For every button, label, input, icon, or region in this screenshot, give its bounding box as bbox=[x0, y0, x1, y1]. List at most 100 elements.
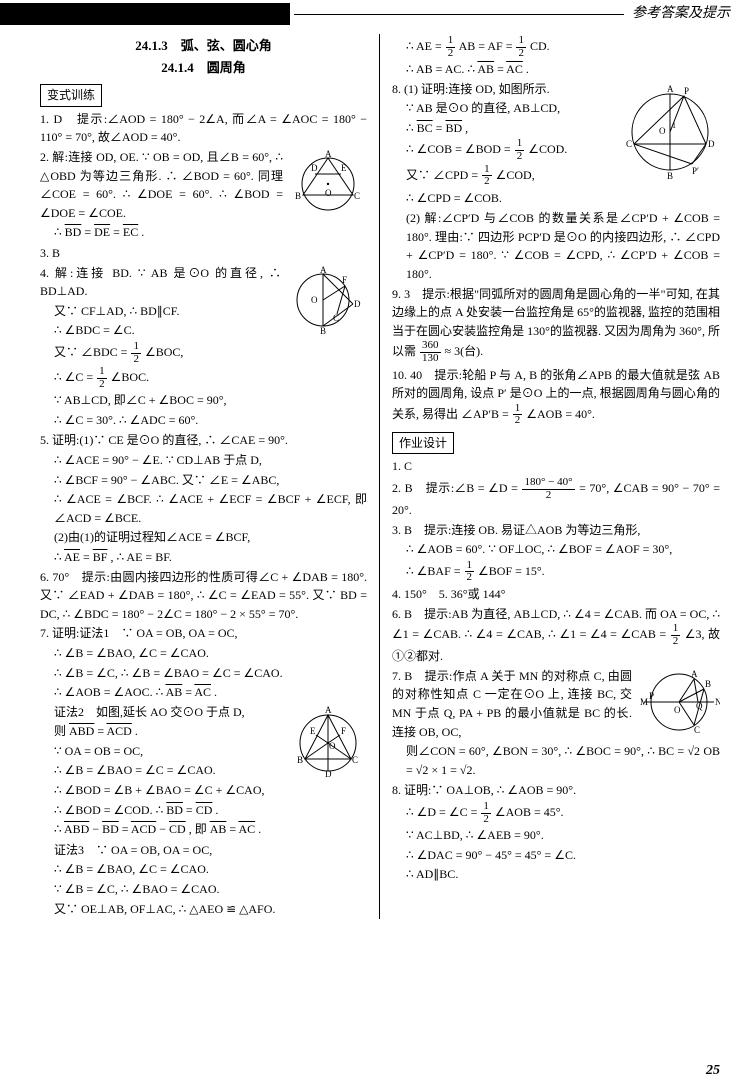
r9-post: ≈ 3(台). bbox=[445, 344, 484, 358]
q7k-m3: − bbox=[159, 822, 169, 836]
frac-half-r8d: 12 bbox=[515, 138, 525, 162]
r9: 9. 3 提示:根据"同弧所对的圆周角是圆心角的一半"可知, 在其边缘上的点 A… bbox=[392, 285, 720, 365]
frac-half-z8: 12 bbox=[481, 801, 491, 825]
q7k-m1: − bbox=[92, 822, 102, 836]
q7j: ∴ ∠BOD = ∠COD. ∴ BD = CD . bbox=[40, 801, 367, 820]
r1: ∴ AE = 12 AB = AF = 12 CD. bbox=[392, 35, 720, 59]
z2-pre: 2. B 提示:∠B = ∠D = bbox=[392, 481, 521, 495]
z8c: ∵ AC⊥BD, ∴ ∠AEB = 90°. bbox=[392, 826, 720, 845]
q7j-pre: ∴ ∠BOD = ∠COD. ∴ bbox=[54, 803, 166, 817]
r8d-post: ∠COD. bbox=[528, 142, 567, 156]
q7f: 则 ABD = ACD . bbox=[40, 722, 367, 741]
section-title-2: 24.1.4 圆周角 bbox=[40, 58, 367, 78]
q4e-pre: ∴ ∠C = bbox=[54, 370, 96, 384]
arc-de: DE bbox=[94, 225, 110, 239]
r8d-pre: ∴ ∠COB = ∠BOD = bbox=[406, 142, 514, 156]
r2-pre: ∴ AB = AC. ∴ bbox=[406, 62, 477, 76]
q7k-m2: = bbox=[122, 822, 131, 836]
frac-half-1: 12 bbox=[131, 341, 141, 365]
arc-bd-r: BD bbox=[445, 121, 462, 135]
q2b-end: . bbox=[141, 225, 144, 239]
arc-bd-2: BD bbox=[166, 803, 183, 817]
q5d: ∴ ∠ACE = ∠BCF. ∴ ∠ACE + ∠ECF = ∠BCF + ∠E… bbox=[40, 490, 367, 527]
q3: 3. B bbox=[40, 244, 367, 263]
q7k-pre: ∴ bbox=[54, 822, 64, 836]
q7h: ∴ ∠B = ∠BAO = ∠C = ∠CAO. bbox=[40, 761, 367, 780]
q7b: ∴ ∠B = ∠BAO, ∠C = ∠CAO. bbox=[40, 644, 367, 663]
q4g: ∴ ∠C = 30°. ∴ ∠ADC = 60°. bbox=[40, 411, 367, 430]
q7a: 7. 证明:证法1 ∵ OA = OB, OA = OC, bbox=[40, 624, 367, 643]
arc-bd: BD bbox=[65, 225, 82, 239]
q7k-m4: , 即 bbox=[189, 822, 207, 836]
q4d-pre: 又∵ ∠BDC = bbox=[54, 345, 130, 359]
frac-half-r8e: 12 bbox=[482, 164, 492, 188]
z3c: ∴ ∠BAF = 12 ∠BOF = 15°. bbox=[392, 560, 720, 584]
arc-bf: BF bbox=[93, 550, 108, 564]
arc-ac-2: AC bbox=[238, 822, 255, 836]
q5b: ∴ ∠ACE = 90° − ∠E. ∵ CD⊥AB 于点 D, bbox=[40, 451, 367, 470]
r8c-mid: = bbox=[436, 121, 446, 135]
frac-half-z3: 12 bbox=[465, 560, 475, 584]
q5f-mid: = bbox=[83, 550, 93, 564]
q7m: ∴ ∠B = ∠BAO, ∠C = ∠CAO. bbox=[40, 860, 367, 879]
q7f-end: . bbox=[135, 724, 138, 738]
frac-half-r1a: 12 bbox=[446, 35, 456, 59]
q7n: ∵ ∠B = ∠C, ∴ ∠BAO = ∠CAO. bbox=[40, 880, 367, 899]
q4d: 又∵ ∠BDC = 12 ∠BOC, bbox=[40, 341, 367, 365]
section-title-1: 24.1.3 弧、弦、圆心角 bbox=[40, 36, 367, 56]
z3b: ∴ ∠AOB = 60°. ∵ OF⊥OC, ∴ ∠BOF = ∠AOF = 3… bbox=[392, 540, 720, 559]
z7a: 7. B 提示:作点 A 关于 MN 的对称点 C, 由圆的对称性知点 C 一定… bbox=[392, 667, 720, 741]
q7d: ∴ ∠AOB = ∠AOC. ∴ AB = AC . bbox=[40, 683, 367, 702]
q4e: ∴ ∠C = 12 ∠BOC. bbox=[40, 366, 367, 390]
frac-z2: 180° − 40°2 bbox=[522, 477, 574, 501]
q6: 6. 70° 提示:由圆内接四边形的性质可得∠C + ∠DAB = 180°. … bbox=[40, 568, 367, 624]
q7j-end: . bbox=[215, 803, 218, 817]
r2-end: . bbox=[526, 62, 529, 76]
r8g: (2) 解:∠CP′D 与∠COB 的数量关系是∠CP′D + ∠COB = 1… bbox=[392, 209, 720, 283]
q7i: ∴ ∠BOD = ∠B + ∠BAO = ∠C + ∠CAO, bbox=[40, 781, 367, 800]
q7j-mid: = bbox=[186, 803, 196, 817]
r8e-pre: 又∵ ∠CPD = bbox=[406, 167, 481, 181]
arc-abd-1: ABD bbox=[69, 724, 94, 738]
q2a: 2. 解:连接 OD, OE. ∵ OB = OD, 且∠B = 60°, ∴ … bbox=[40, 148, 367, 222]
z7b: 则∠CON = 60°, ∠BON = 30°, ∴ ∠BOC = 90°, ∴… bbox=[392, 742, 720, 779]
r1-mid: AB = AF = bbox=[459, 39, 516, 53]
r1-pre: ∴ AE = bbox=[406, 39, 445, 53]
arc-ab-2: AB bbox=[210, 822, 227, 836]
arc-abd-2: ABD bbox=[64, 822, 89, 836]
q5f: ∴ AE = BF , ∴ AE = BF. bbox=[40, 548, 367, 567]
arc-cd-3: CD bbox=[169, 822, 186, 836]
q2b-m2: = bbox=[113, 225, 123, 239]
q7d-pre: ∴ ∠AOB = ∠AOC. ∴ bbox=[54, 685, 166, 699]
q7g: ∵ OA = OB = OC, bbox=[40, 742, 367, 761]
q7k-end: . bbox=[258, 822, 261, 836]
q1: 1. D 提示:∠AOD = 180° − 2∠A, 而∠A = ∠AOC = … bbox=[40, 110, 367, 147]
header-black-block bbox=[0, 3, 290, 25]
frac-360-130: 360130 bbox=[420, 340, 441, 364]
r10: 10. 40 提示:轮船 P 与 A, B 的张角∠APB 的最大值就是弦 AB… bbox=[392, 366, 720, 427]
q4a: 4. 解:连接 BD. ∵ AB 是⊙O 的直径, ∴ BD⊥AD. bbox=[40, 264, 367, 301]
q4c: ∴ ∠BDC = ∠C. bbox=[40, 321, 367, 340]
r8f: ∴ ∠CPD = ∠COB. bbox=[392, 189, 720, 208]
r1-post: CD. bbox=[530, 39, 550, 53]
content-columns: 24.1.3 弧、弦、圆心角 24.1.4 圆周角 变式训练 1. D 提示:∠… bbox=[0, 34, 750, 919]
arc-ac-r: AC bbox=[506, 62, 523, 76]
r8c-end: , bbox=[465, 121, 468, 135]
q5f-pre: ∴ bbox=[54, 550, 64, 564]
q4f: ∵ AB⊥CD, 即∠C + ∠BOC = 90°, bbox=[40, 391, 367, 410]
label-bianshi: 变式训练 bbox=[40, 84, 102, 107]
q4e-post: ∠BOC. bbox=[111, 370, 149, 384]
arc-ae: AE bbox=[64, 550, 80, 564]
q7l: 证法3 ∵ OA = OB, OA = OC, bbox=[40, 841, 367, 860]
arc-ab-r: AB bbox=[477, 62, 494, 76]
header-title: 参考答案及提示 bbox=[624, 3, 750, 25]
q4d-post: ∠BOC, bbox=[145, 345, 183, 359]
frac-half-r1b: 12 bbox=[516, 35, 526, 59]
arc-acd-1: ACD bbox=[106, 724, 131, 738]
q5e: (2)由(1)的证明过程知∠ACE = ∠BCF, bbox=[40, 528, 367, 547]
arc-acd-2: ACD bbox=[131, 822, 156, 836]
q7f-pre: 则 bbox=[54, 724, 66, 738]
r8e: 又∵ ∠CPD = 12 ∠COD, bbox=[392, 164, 720, 188]
z3c-pre: ∴ ∠BAF = bbox=[406, 564, 464, 578]
arc-ac-1: AC bbox=[194, 685, 211, 699]
